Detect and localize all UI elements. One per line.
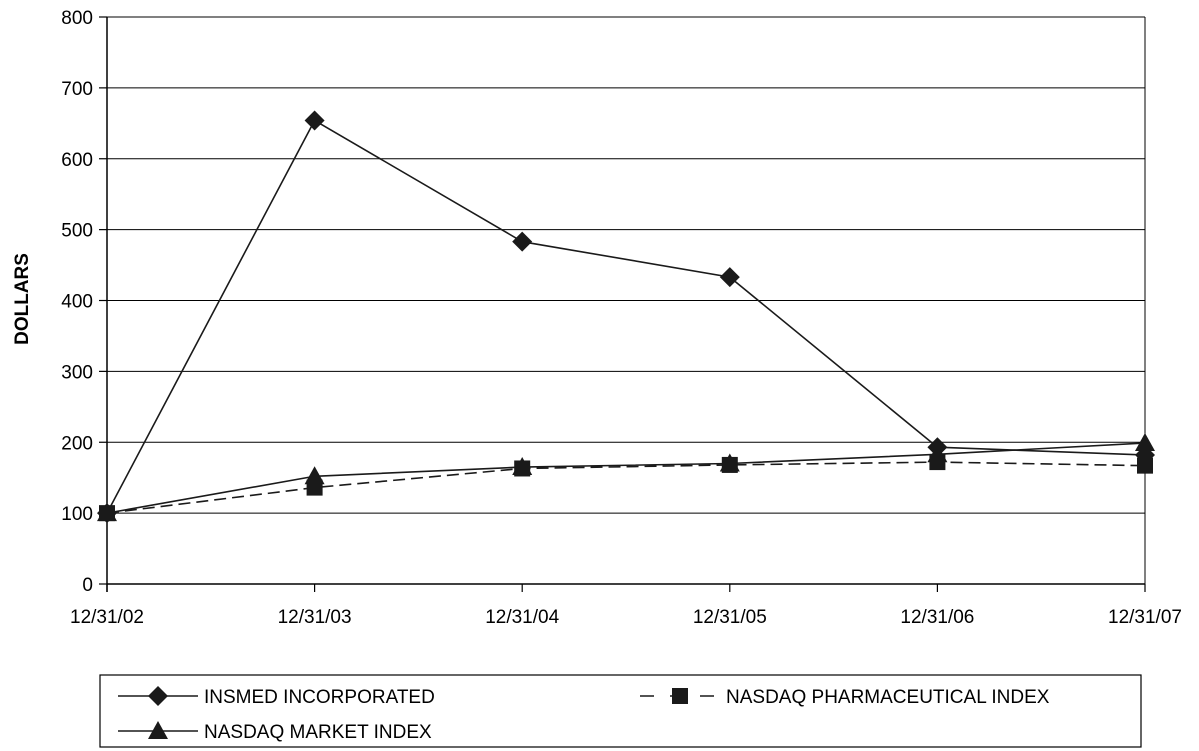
- y-tick-labels: 0 100 200 300 400 500 600 700 800: [61, 8, 93, 596]
- gridlines: [107, 16, 1145, 514]
- x-tick-label: 12/31/04: [485, 607, 559, 628]
- series-insmed-incorporated: [97, 110, 1155, 524]
- data-point: [512, 457, 533, 476]
- x-tick-label: 12/31/05: [693, 607, 767, 628]
- y-tick-label: 0: [82, 575, 93, 596]
- y-tick-label: 300: [61, 362, 93, 383]
- series-nasdaq-market-index: [97, 432, 1155, 522]
- series-line: [106, 442, 1146, 514]
- x-tick-labels: 12/31/02 12/31/03 12/31/04 12/31/05 12/31/06…: [70, 607, 1182, 628]
- data-point: [719, 453, 740, 472]
- legend-item: NASDAQ PHARMACEUTICAL INDEX: [640, 687, 1050, 708]
- y-tick-label: 800: [61, 8, 93, 29]
- series-line: [106, 461, 1146, 514]
- legend-item: INSMED INCORPORATED: [118, 686, 435, 708]
- data-point: [304, 466, 325, 485]
- y-tick-label: 700: [61, 79, 93, 100]
- legend-label: INSMED INCORPORATED: [204, 687, 435, 708]
- x-tick-label: 12/31/03: [278, 607, 352, 628]
- data-point: [1135, 445, 1155, 466]
- data-point: [927, 437, 948, 458]
- series-line: [106, 119, 1146, 514]
- legend-box: [99, 674, 1142, 748]
- x-tick-label: 12/31/07: [1108, 607, 1182, 628]
- x-tick-label: 12/31/06: [900, 607, 974, 628]
- y-tick-label: 500: [61, 221, 93, 242]
- x-tick-label: 12/31/02: [70, 607, 144, 628]
- legend-label: NASDAQ PHARMACEUTICAL INDEX: [726, 687, 1050, 708]
- axes: [99, 16, 1146, 592]
- series-nasdaq-pharmaceutical-index: [99, 454, 1153, 522]
- data-point: [1137, 457, 1153, 474]
- series: [97, 110, 1155, 524]
- y-tick-label: 400: [61, 292, 93, 313]
- data-point: [148, 686, 168, 706]
- data-point: [719, 267, 740, 288]
- data-point: [672, 688, 688, 704]
- data-point: [512, 231, 533, 252]
- data-point: [148, 721, 168, 739]
- legend: INSMED INCORPORATED NASDAQ PHARMACEUTICAL…: [99, 674, 1142, 748]
- data-point: [304, 110, 325, 131]
- y-axis-label: DOLLARS: [12, 253, 33, 345]
- legend-label: NASDAQ MARKET INDEX: [204, 722, 432, 743]
- legend-item: NASDAQ MARKET INDEX: [118, 721, 432, 743]
- y-tick-label: 100: [61, 504, 93, 525]
- data-point: [1135, 432, 1155, 451]
- data-point: [97, 503, 117, 524]
- y-tick-label: 600: [61, 150, 93, 171]
- y-tick-label: 200: [61, 433, 93, 454]
